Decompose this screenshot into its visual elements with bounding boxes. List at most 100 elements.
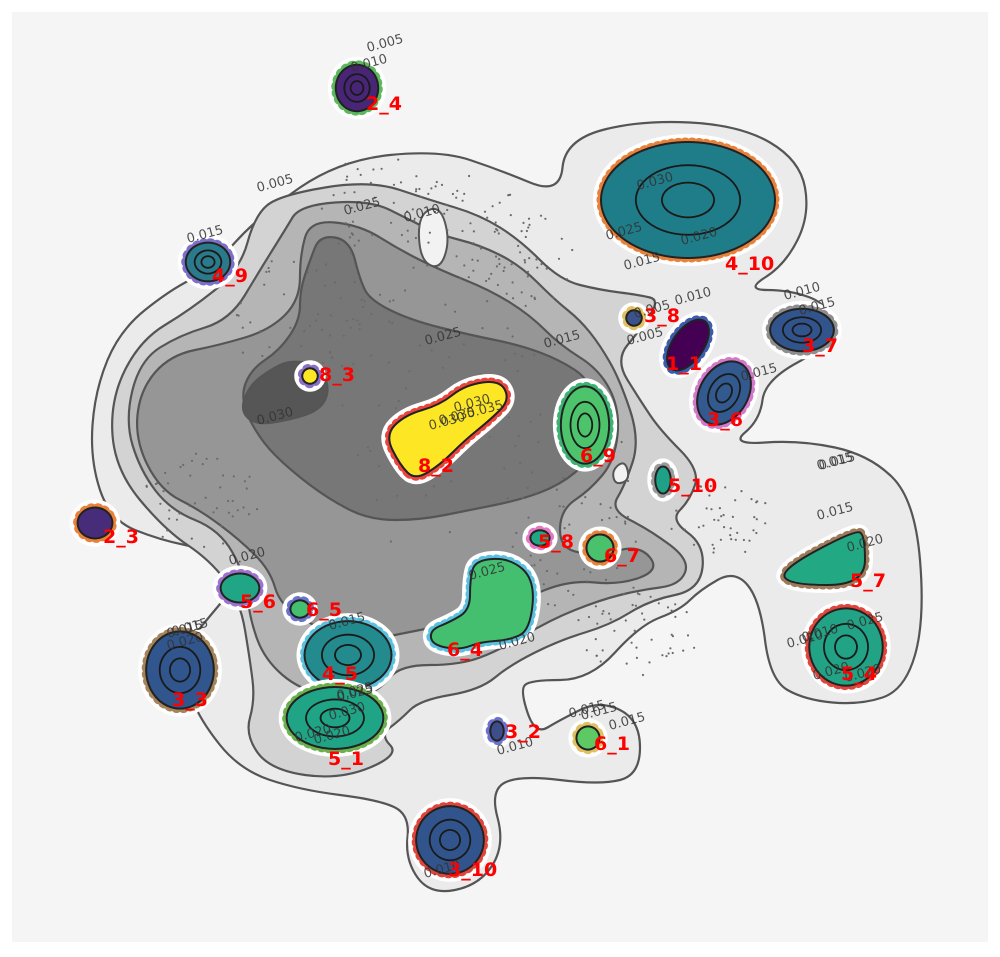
cell-point <box>161 535 164 538</box>
cell-point <box>533 296 536 299</box>
cell-point <box>533 353 536 356</box>
cell-point <box>488 277 491 280</box>
cell-point <box>545 267 548 270</box>
cell-point <box>345 178 348 181</box>
cluster-label-6-4: 6_4 <box>447 639 483 661</box>
cell-point <box>220 525 223 528</box>
cell-point <box>572 593 575 596</box>
cluster-3-8 <box>618 302 650 334</box>
cell-point <box>528 257 531 260</box>
cell-point <box>371 233 374 236</box>
cell-point <box>753 516 756 519</box>
cell-point <box>315 319 318 322</box>
cell-point <box>461 199 464 202</box>
cell-point <box>392 183 396 186</box>
cluster-8-2 <box>381 374 515 485</box>
cell-point <box>527 226 530 229</box>
cell-point <box>444 303 447 306</box>
cell-point <box>648 661 651 664</box>
contour-label: 0.005 <box>255 172 295 196</box>
cell-point <box>542 583 545 586</box>
cell-point <box>441 213 444 216</box>
cluster-label-5-4: 5_4 <box>841 663 877 685</box>
cell-point <box>589 571 592 574</box>
cell-point <box>634 540 637 543</box>
cell-point <box>418 225 421 228</box>
cell-point <box>472 269 475 272</box>
cell-point <box>533 564 536 567</box>
cell-point <box>476 259 479 262</box>
cluster-density <box>769 307 835 353</box>
cell-point <box>537 440 540 444</box>
cell-point <box>713 518 716 521</box>
cell-point <box>702 524 705 527</box>
cell-point <box>472 242 475 245</box>
cluster-density <box>489 720 505 742</box>
cell-point <box>710 508 713 511</box>
cluster-contour-core <box>168 657 192 683</box>
cell-point <box>510 263 513 266</box>
cell-point <box>594 605 598 608</box>
cluster-5-1 <box>278 679 392 757</box>
cluster-label-6-1: 6_1 <box>594 733 630 755</box>
cell-point <box>718 507 722 510</box>
cell-point <box>595 654 599 657</box>
cell-point <box>697 526 701 529</box>
cell-point <box>490 272 493 275</box>
cluster-4-5 <box>296 613 400 697</box>
cell-point <box>558 505 561 508</box>
cell-point <box>517 435 520 438</box>
cell-point <box>513 352 517 355</box>
cell-point <box>346 175 349 178</box>
cell-point <box>337 242 340 245</box>
cell-point <box>263 283 266 286</box>
cell-point <box>519 461 522 464</box>
cell-point <box>270 260 273 263</box>
cluster-label-1-1: 1_1 <box>666 353 702 375</box>
cell-point <box>740 490 743 493</box>
cluster-contour-core <box>791 322 813 338</box>
cell-point <box>292 260 295 263</box>
cluster-contour-inner <box>193 249 223 275</box>
cell-point <box>626 515 630 518</box>
cluster-5-8 <box>522 522 558 554</box>
cell-point <box>259 330 262 333</box>
cell-point <box>188 504 191 507</box>
cell-point <box>446 229 449 232</box>
cell-point <box>396 494 399 497</box>
cell-point <box>231 515 234 518</box>
cluster-label-3-8: 3_8 <box>644 305 680 327</box>
cluster-density <box>654 465 672 495</box>
cluster-density <box>415 805 485 875</box>
cell-point <box>488 435 491 438</box>
cell-point <box>507 416 511 419</box>
cell-point <box>369 181 372 184</box>
cell-point <box>440 183 444 186</box>
cell-point <box>494 221 497 224</box>
cluster-label-4-10: 4_10 <box>725 253 774 275</box>
cell-point <box>339 297 342 300</box>
cluster-density <box>808 607 884 687</box>
cell-point <box>441 366 444 369</box>
cell-point <box>193 502 196 505</box>
cell-point <box>329 314 332 317</box>
cluster-density <box>388 381 508 478</box>
cluster-2-3 <box>69 499 121 547</box>
cluster-8-3 <box>294 360 326 392</box>
cell-point <box>529 420 532 423</box>
cell-point <box>317 313 320 316</box>
cell-point <box>539 413 542 416</box>
cell-point <box>306 271 309 274</box>
cell-point <box>675 509 678 512</box>
cell-point <box>394 407 397 410</box>
cluster-label-4-5: 4_5 <box>322 663 358 685</box>
cell-point <box>378 293 382 296</box>
cluster-density <box>303 620 393 690</box>
cluster-contour-inner <box>634 164 742 236</box>
cell-point <box>344 162 347 165</box>
cell-point <box>219 486 222 489</box>
cell-point <box>190 537 193 540</box>
cell-point <box>580 502 583 505</box>
cluster-contour-core <box>200 255 216 269</box>
cell-point <box>247 513 251 516</box>
